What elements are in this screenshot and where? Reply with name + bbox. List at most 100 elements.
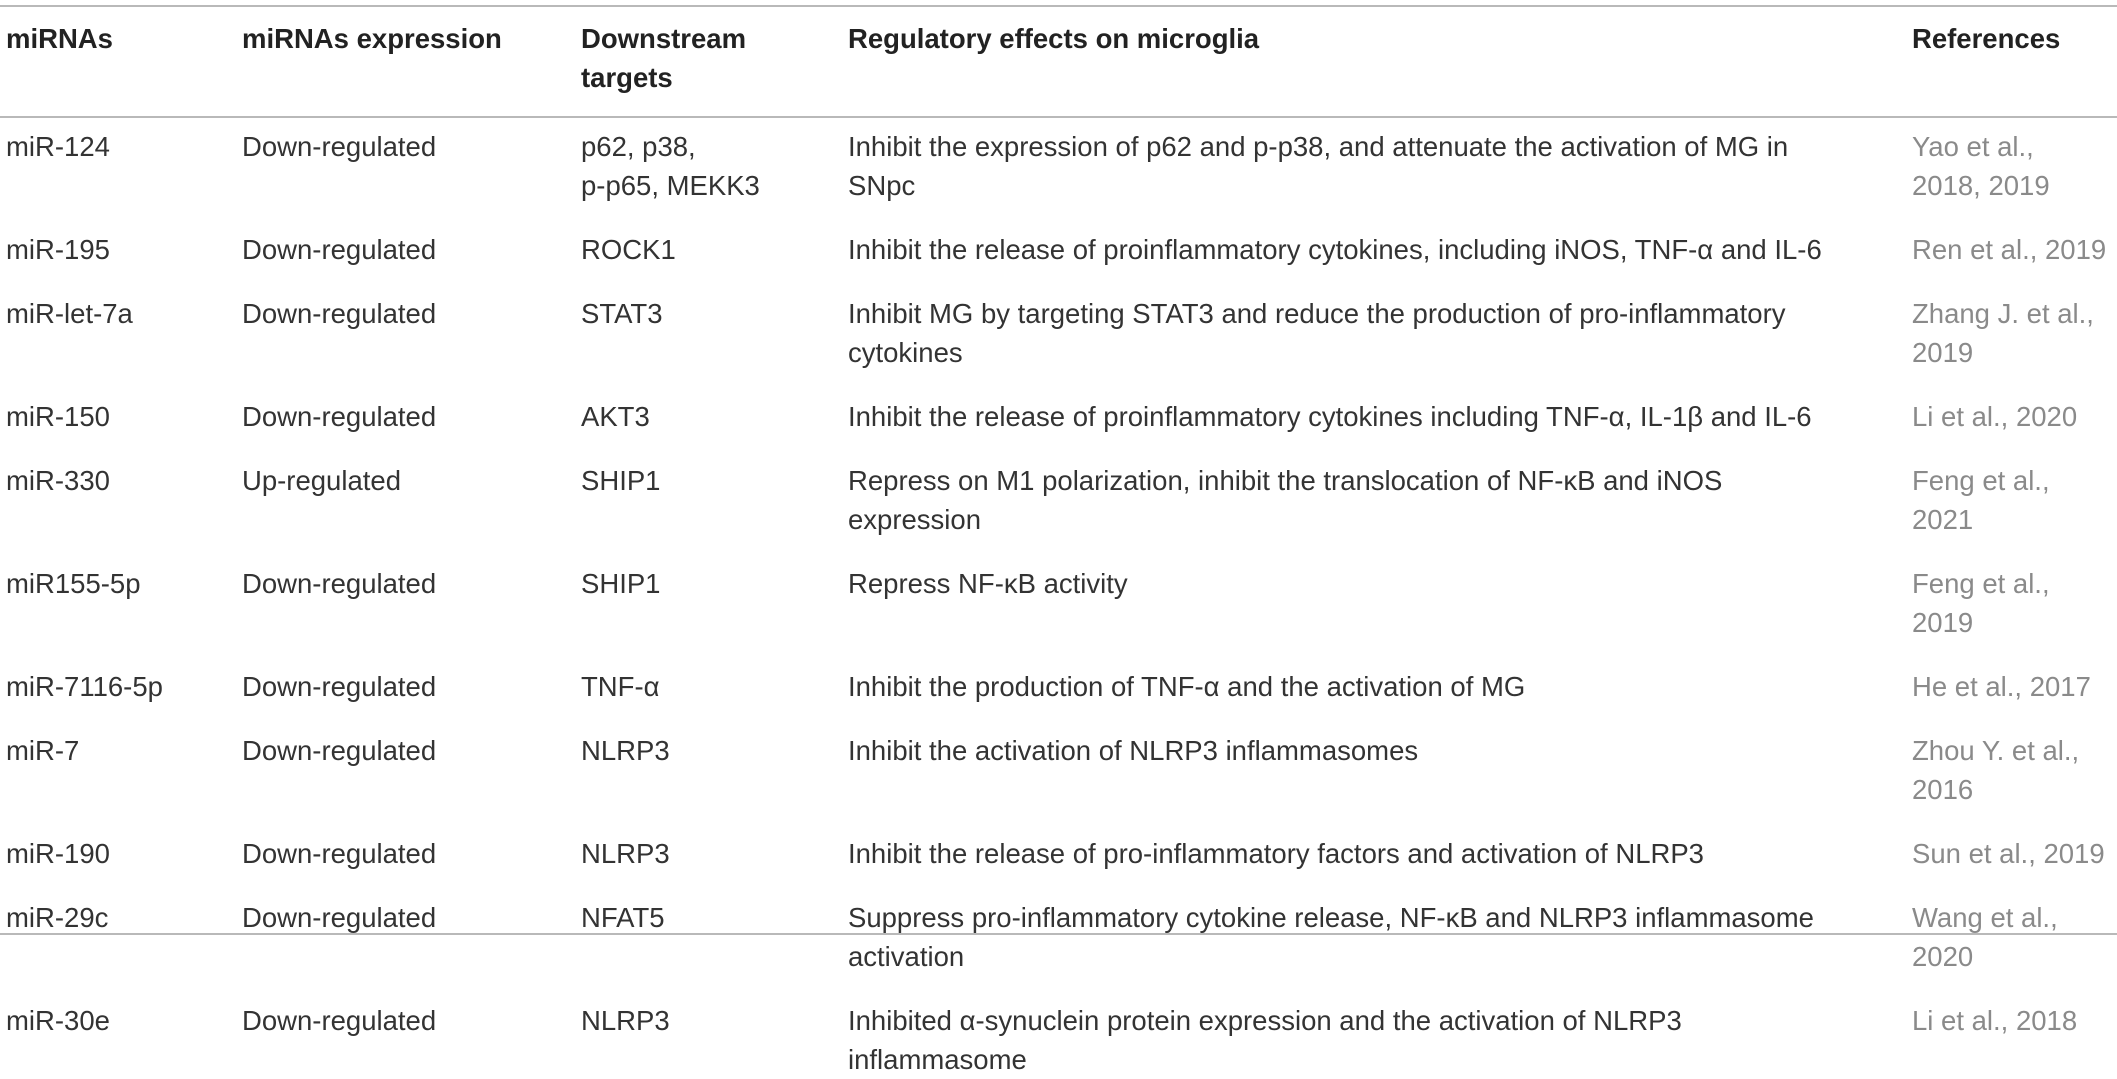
cell-targets-line: TNF-α: [581, 671, 660, 702]
cell-effects-line: Inhibit the release of pro-inflammatory …: [848, 838, 1704, 869]
table-header-rule: [0, 116, 2117, 118]
cell-effects-line: Suppress pro-inflammatory cytokine relea…: [848, 902, 1814, 933]
table-bottom-rule: [0, 933, 2117, 935]
cell-targets-line: STAT3: [581, 298, 663, 329]
cell-effects-line: cytokines: [848, 337, 963, 368]
cell-effects-line: Inhibit MG by targeting STAT3 and reduce…: [848, 298, 1786, 329]
cell-targets-line: SHIP1: [581, 465, 661, 496]
cell-mirna: miR-195: [6, 234, 110, 265]
cell-expression: Down-regulated: [242, 671, 437, 702]
cell-effects: Inhibit the production of TNF-α and the …: [848, 667, 1898, 706]
cell-reference: Zhou Y. et al., 2016: [1912, 731, 2117, 809]
cell-effects-line: Inhibit the activation of NLRP3 inflamma…: [848, 735, 1419, 766]
cell-effects: Inhibit the release of proinflammatory c…: [848, 230, 1898, 269]
cell-targets-line: NLRP3: [581, 1005, 670, 1036]
cell-reference-line: 2019: [1912, 337, 1974, 368]
cell-effects: Suppress pro-inflammatory cytokine relea…: [848, 898, 1898, 976]
cell-reference: Yao et al., 2018, 2019: [1912, 127, 2117, 205]
cell-effects-line: Inhibit the release of proinflammatory c…: [848, 401, 1812, 432]
cell-targets-line: p62, p38,: [581, 131, 696, 162]
cell-mirna: miR-7116-5p: [6, 671, 163, 702]
cell-reference-line: 2016: [1912, 774, 1974, 805]
cell-reference-line: Feng et al.,: [1912, 568, 2050, 599]
cell-targets: NLRP3: [581, 834, 821, 873]
cell-reference: Li et al., 2020: [1912, 397, 2117, 436]
cell-targets: SHIP1: [581, 564, 821, 603]
cell-targets-line: NLRP3: [581, 735, 670, 766]
cell-reference-line: Ren et al., 2019: [1912, 234, 2107, 265]
cell-targets-line: ROCK1: [581, 234, 676, 265]
cell-mirna: miR155-5p: [6, 568, 141, 599]
cell-targets: SHIP1: [581, 461, 821, 500]
cell-reference-line: Wang et al.,: [1912, 902, 2058, 933]
cell-effects-line: Repress NF-κB activity: [848, 568, 1128, 599]
cell-effects-line: expression: [848, 504, 981, 535]
cell-expression: Down-regulated: [242, 568, 437, 599]
cell-targets: NFAT5: [581, 898, 821, 937]
cell-reference-line: 2018, 2019: [1912, 170, 2050, 201]
header-targets: Downstream targets: [581, 19, 821, 97]
cell-reference-line: He et al., 2017: [1912, 671, 2091, 702]
cell-reference-line: Zhang J. et al.,: [1912, 298, 2094, 329]
cell-reference: He et al., 2017: [1912, 667, 2117, 706]
cell-targets: NLRP3: [581, 1001, 821, 1040]
cell-expression: Up-regulated: [242, 465, 401, 496]
cell-targets: AKT3: [581, 397, 821, 436]
cell-reference-line: Sun et al., 2019: [1912, 838, 2105, 869]
cell-effects-line: Inhibit the release of proinflammatory c…: [848, 234, 1822, 265]
cell-expression: Down-regulated: [242, 401, 437, 432]
cell-reference-line: 2021: [1912, 504, 1974, 535]
cell-effects-line: Inhibit the expression of p62 and p-p38,…: [848, 131, 1789, 162]
cell-mirna: miR-150: [6, 401, 110, 432]
cell-mirna: miR-7: [6, 735, 80, 766]
cell-mirna: miR-let-7a: [6, 298, 133, 329]
cell-mirna: miR-190: [6, 838, 110, 869]
cell-expression: Down-regulated: [242, 735, 437, 766]
header-targets-line2: targets: [581, 62, 673, 93]
cell-reference: Sun et al., 2019: [1912, 834, 2117, 873]
cell-expression: Down-regulated: [242, 838, 437, 869]
table-top-rule: [0, 5, 2117, 7]
header-expression: miRNAs expression: [242, 23, 502, 54]
header-targets-line1: Downstream: [581, 23, 747, 54]
cell-effects: Inhibit the activation of NLRP3 inflamma…: [848, 731, 1898, 770]
cell-targets-line: p-p65, MEKK3: [581, 170, 760, 201]
cell-expression: Down-regulated: [242, 1005, 437, 1036]
cell-reference-line: 2019: [1912, 607, 1974, 638]
cell-targets: TNF-α: [581, 667, 821, 706]
cell-targets-line: NFAT5: [581, 902, 665, 933]
cell-effects: Inhibit the release of pro-inflammatory …: [848, 834, 1898, 873]
cell-targets-line: NLRP3: [581, 838, 670, 869]
header-mirnas: miRNAs: [6, 23, 113, 54]
cell-reference-line: Li et al., 2018: [1912, 1005, 2078, 1036]
cell-targets-line: SHIP1: [581, 568, 661, 599]
cell-reference: Li et al., 2018: [1912, 1001, 2117, 1040]
cell-reference: Zhang J. et al., 2019: [1912, 294, 2117, 372]
cell-expression: Down-regulated: [242, 234, 437, 265]
cell-effects-line: Inhibit the production of TNF-α and the …: [848, 671, 1526, 702]
cell-effects: Repress NF-κB activity: [848, 564, 1898, 603]
header-effects: Regulatory effects on microglia: [848, 23, 1260, 54]
cell-reference-line: Yao et al.,: [1912, 131, 2034, 162]
cell-effects: Inhibit the release of proinflammatory c…: [848, 397, 1898, 436]
cell-effects-line: SNpc: [848, 170, 916, 201]
cell-mirna: miR-330: [6, 465, 110, 496]
cell-targets: STAT3: [581, 294, 821, 333]
cell-effects: Inhibit the expression of p62 and p-p38,…: [848, 127, 1898, 205]
cell-effects: Repress on M1 polarization, inhibit the …: [848, 461, 1898, 539]
cell-effects-line: Inhibited α-synuclein protein expression…: [848, 1005, 1682, 1036]
cell-effects: Inhibit MG by targeting STAT3 and reduce…: [848, 294, 1898, 372]
cell-expression: Down-regulated: [242, 902, 437, 933]
cell-targets: NLRP3: [581, 731, 821, 770]
cell-reference-line: Feng et al.,: [1912, 465, 2050, 496]
cell-targets-line: AKT3: [581, 401, 650, 432]
cell-reference: Ren et al., 2019: [1912, 230, 2117, 269]
cell-reference: Feng et al., 2019: [1912, 564, 2117, 642]
cell-mirna: miR-29c: [6, 902, 109, 933]
cell-expression: Down-regulated: [242, 131, 437, 162]
cell-targets: p62, p38, p-p65, MEKK3: [581, 127, 821, 205]
cell-reference: Feng et al., 2021: [1912, 461, 2117, 539]
cell-mirna: miR-30e: [6, 1005, 110, 1036]
header-references: References: [1912, 23, 2061, 54]
cell-effects-line: inflammasome: [848, 1044, 1027, 1075]
